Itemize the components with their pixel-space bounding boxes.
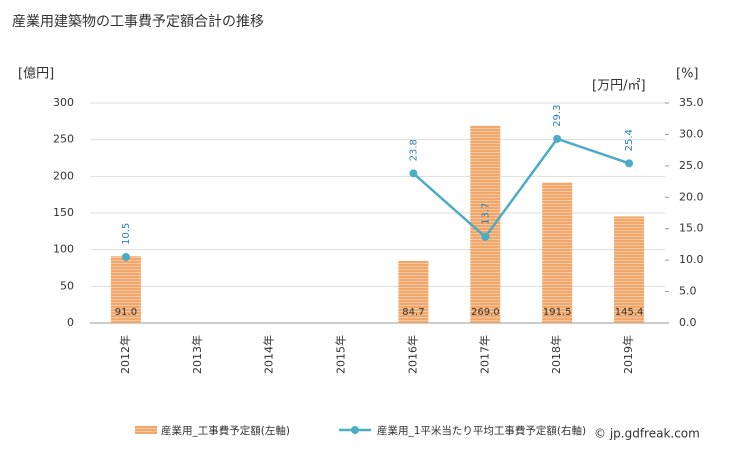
line-point [121,253,130,261]
legend-swatch [135,426,157,434]
y-tick-label: 100 [53,243,74,256]
y-tick-label: 0 [67,316,74,329]
y2-tick-label: 20.0 [679,190,704,203]
x-tick-label: 2016年 [405,335,419,374]
bar [398,260,429,323]
line-value-label: 13.7 [480,203,491,225]
y-tick-label: 50 [60,279,74,292]
bar-value-label: 91.0 [115,307,137,318]
line-value-label: 23.8 [408,139,419,161]
x-tick-label: 2012年 [118,335,132,374]
bar [614,216,645,323]
line [412,137,630,239]
legend-label: 産業用_1平米当たり平均工事費予定額(右軸) [377,424,586,437]
bar-value-label: 191.5 [543,307,572,318]
line-value-label: 25.4 [624,129,635,151]
bar-value-label: 145.4 [615,307,644,318]
y2-tick-label: 35.0 [679,96,704,109]
y-tick-label: 300 [53,96,74,109]
line-point [481,232,490,241]
y2-tick-label: 15.0 [679,222,704,235]
bar-value-label: 269.0 [471,307,500,318]
bar [542,182,573,323]
y2-tick-label: 5.0 [679,285,697,298]
line-point [553,134,562,143]
line-point [409,169,418,178]
y2-tick-label: 10.0 [679,253,704,266]
x-tick-label: 2019年 [621,335,635,374]
x-tick-label: 2015年 [334,335,348,374]
x-tick-label: 2014年 [262,335,276,374]
x-tick-label: 2018年 [549,335,563,374]
y-unit: [億円] [18,66,54,82]
y2-tick-label: 25.0 [679,159,704,172]
bar-value-label: 84.7 [402,307,424,318]
bar [110,256,141,323]
legend-swatch [351,426,359,434]
y2-unit: [万円/㎡] [592,79,646,94]
x-tick-label: 2017年 [477,335,491,374]
y-tick-label: 150 [53,206,74,219]
line-value-label: 29.3 [552,105,563,127]
y2-unit: [%] [676,67,699,82]
watermark: © jp.gdfreak.com [594,427,700,441]
legend-label: 産業用_工事費予定額(左軸) [161,424,290,437]
x-tick-label: 2013年 [190,335,204,374]
chart-title: 産業用建築物の工事費予定額合計の推移 [12,14,264,30]
line-value-label: 10.5 [121,223,132,245]
y-tick-label: 200 [53,169,74,182]
y-tick-label: 250 [53,133,74,146]
y2-tick-label: 0.0 [679,316,697,329]
line-point [625,159,634,168]
y2-tick-label: 30.0 [679,127,704,140]
